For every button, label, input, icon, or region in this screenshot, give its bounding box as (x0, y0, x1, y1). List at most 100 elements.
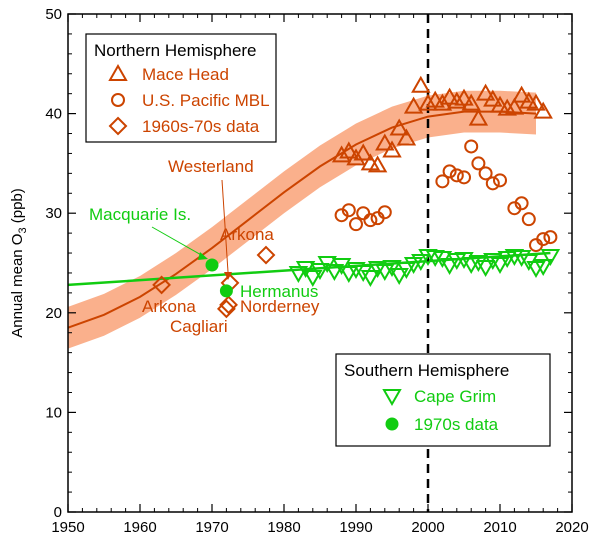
data-point-mace-head (468, 108, 489, 126)
data-point-cape-grim (295, 260, 316, 278)
data-point-u-s-pacific-mbl (457, 170, 471, 185)
data-point-mace-head (396, 128, 417, 146)
legend-mace-head: Mace Head (142, 65, 229, 84)
data-point-u-s-pacific-mbl (377, 205, 392, 220)
x-tick-label: 1970 (195, 519, 228, 536)
data-point-1960s-70s-data (256, 245, 276, 265)
data-point-cape-grim (439, 257, 460, 276)
data-point-cape-grim (511, 250, 532, 268)
plot-frame (67, 13, 573, 513)
y-axis-label: Annual mean O3 (ppb) (9, 188, 29, 338)
data-point-u-s-pacific-mbl (485, 176, 500, 191)
westerland-arrowhead (224, 272, 232, 280)
data-point-cape-grim (490, 256, 510, 275)
annotation-hermanus: Hermanus (240, 282, 318, 301)
legend-marker-diamond (108, 116, 128, 136)
data-point-mace-head (403, 96, 424, 114)
data-point-u-s-pacific-mbl (435, 174, 450, 189)
nh-fit-uncertainty-band (68, 90, 536, 349)
data-point-mace-head (339, 141, 359, 159)
data-point-u-s-pacific-mbl (521, 212, 536, 227)
data-point-mace-head (511, 85, 532, 103)
data-point-mace-head (331, 145, 352, 163)
legend-us-pacific: U.S. Pacific MBL (142, 91, 270, 110)
data-point-mace-head (382, 140, 402, 158)
data-point-cape-grim (375, 263, 395, 281)
macquarie-arrowhead (198, 252, 208, 260)
data-point-u-s-pacific-mbl (478, 166, 493, 181)
y-tick-label: 30 (45, 205, 62, 222)
annotation-arkona: Arkona (220, 225, 274, 244)
data-point-mace-head (483, 89, 503, 107)
data-point-cape-grim (310, 262, 330, 280)
data-point-mace-head (533, 101, 553, 119)
data-point-u-s-pacific-mbl (471, 156, 486, 171)
y-tick-label: 20 (45, 305, 62, 322)
data-point-u-s-pacific-mbl (464, 139, 479, 154)
x-tick-label: 1990 (339, 519, 372, 536)
data-point-cape-grim (533, 258, 553, 277)
data-point-mace-head (375, 133, 395, 151)
data-point-mace-head (353, 143, 373, 161)
data-point-mace-head (504, 97, 525, 115)
y-tick-label: 40 (45, 106, 62, 123)
data-point-u-s-pacific-mbl (536, 232, 551, 247)
data-point-cape-grim (454, 252, 474, 270)
data-point-1960s-70s-data (219, 295, 238, 315)
data-point-mace-head (454, 88, 474, 106)
data-point-mace-head (418, 93, 438, 111)
data-point-u-s-pacific-mbl (363, 213, 378, 228)
data-point-cape-grim (475, 259, 496, 277)
data-point-cape-grim (389, 267, 409, 285)
data-point-u-s-pacific-mbl (356, 206, 371, 221)
data-point-cape-grim (540, 249, 561, 267)
x-tick-label: 1950 (51, 519, 84, 536)
data-point-mace-head (447, 91, 467, 109)
data-point-cape-grim (411, 254, 431, 272)
legend-sh-title: Southern Hemisphere (344, 361, 509, 380)
data-point-cape-grim (367, 260, 388, 278)
nh-fit-line (67, 110, 537, 329)
data-point-cape-grim (288, 265, 309, 283)
legend-marker-triangle-up (108, 63, 128, 81)
data-point-u-s-pacific-mbl (442, 164, 457, 179)
annotation-cagliari: Cagliari (170, 317, 228, 336)
data-point-mace-head (461, 93, 481, 111)
data-point-u-s-pacific-mbl (493, 173, 507, 188)
data-point-u-s-pacific-mbl (341, 203, 356, 218)
annotation-norderney: Norderney (240, 297, 320, 316)
legend-1960s70s: 1960s-70s data (142, 117, 260, 136)
data-point-cape-grim (483, 253, 503, 271)
data-point-cape-grim (339, 265, 359, 283)
macquarie-arrow (151, 226, 204, 257)
data-point-1960s-70s-data (152, 275, 172, 295)
data-point-mace-head (439, 87, 460, 105)
data-point-cape-grim (353, 264, 373, 282)
y-tick-label: 10 (45, 404, 62, 421)
legend-marker-triangle-down (382, 389, 402, 407)
data-point-1970s-data (219, 284, 233, 298)
data-point-cape-grim (324, 263, 345, 281)
data-point-mace-head (526, 93, 546, 111)
data-point-1970s-data (205, 258, 219, 272)
data-point-mace-head (411, 75, 431, 93)
x-tick-label: 1980 (267, 519, 300, 536)
data-point-cape-grim (526, 260, 546, 278)
x-tick-label: 1960 (123, 519, 156, 536)
annotation-arkona: Arkona (142, 297, 196, 316)
data-point-cape-grim (303, 269, 323, 287)
data-point-cape-grim (396, 261, 417, 279)
data-point-u-s-pacific-mbl (543, 230, 558, 245)
data-point-cape-grim (468, 255, 489, 273)
legend-southern-hemisphere: Southern Hemisphere Cape Grim 1970s data (335, 353, 551, 447)
legend-northern-hemisphere: Northern Hemisphere Mace Head U.S. Pacif… (85, 33, 277, 143)
data-point-mace-head (346, 148, 366, 166)
data-point-mace-head (475, 83, 496, 101)
x-tick-label: 2020 (555, 519, 588, 536)
data-point-mace-head (367, 155, 388, 173)
data-point-mace-head (432, 93, 453, 111)
legend-nh-title: Northern Hemisphere (94, 41, 257, 60)
data-point-cape-grim (360, 269, 381, 287)
data-point-u-s-pacific-mbl (349, 217, 363, 232)
y-tick-label: 0 (54, 504, 62, 521)
